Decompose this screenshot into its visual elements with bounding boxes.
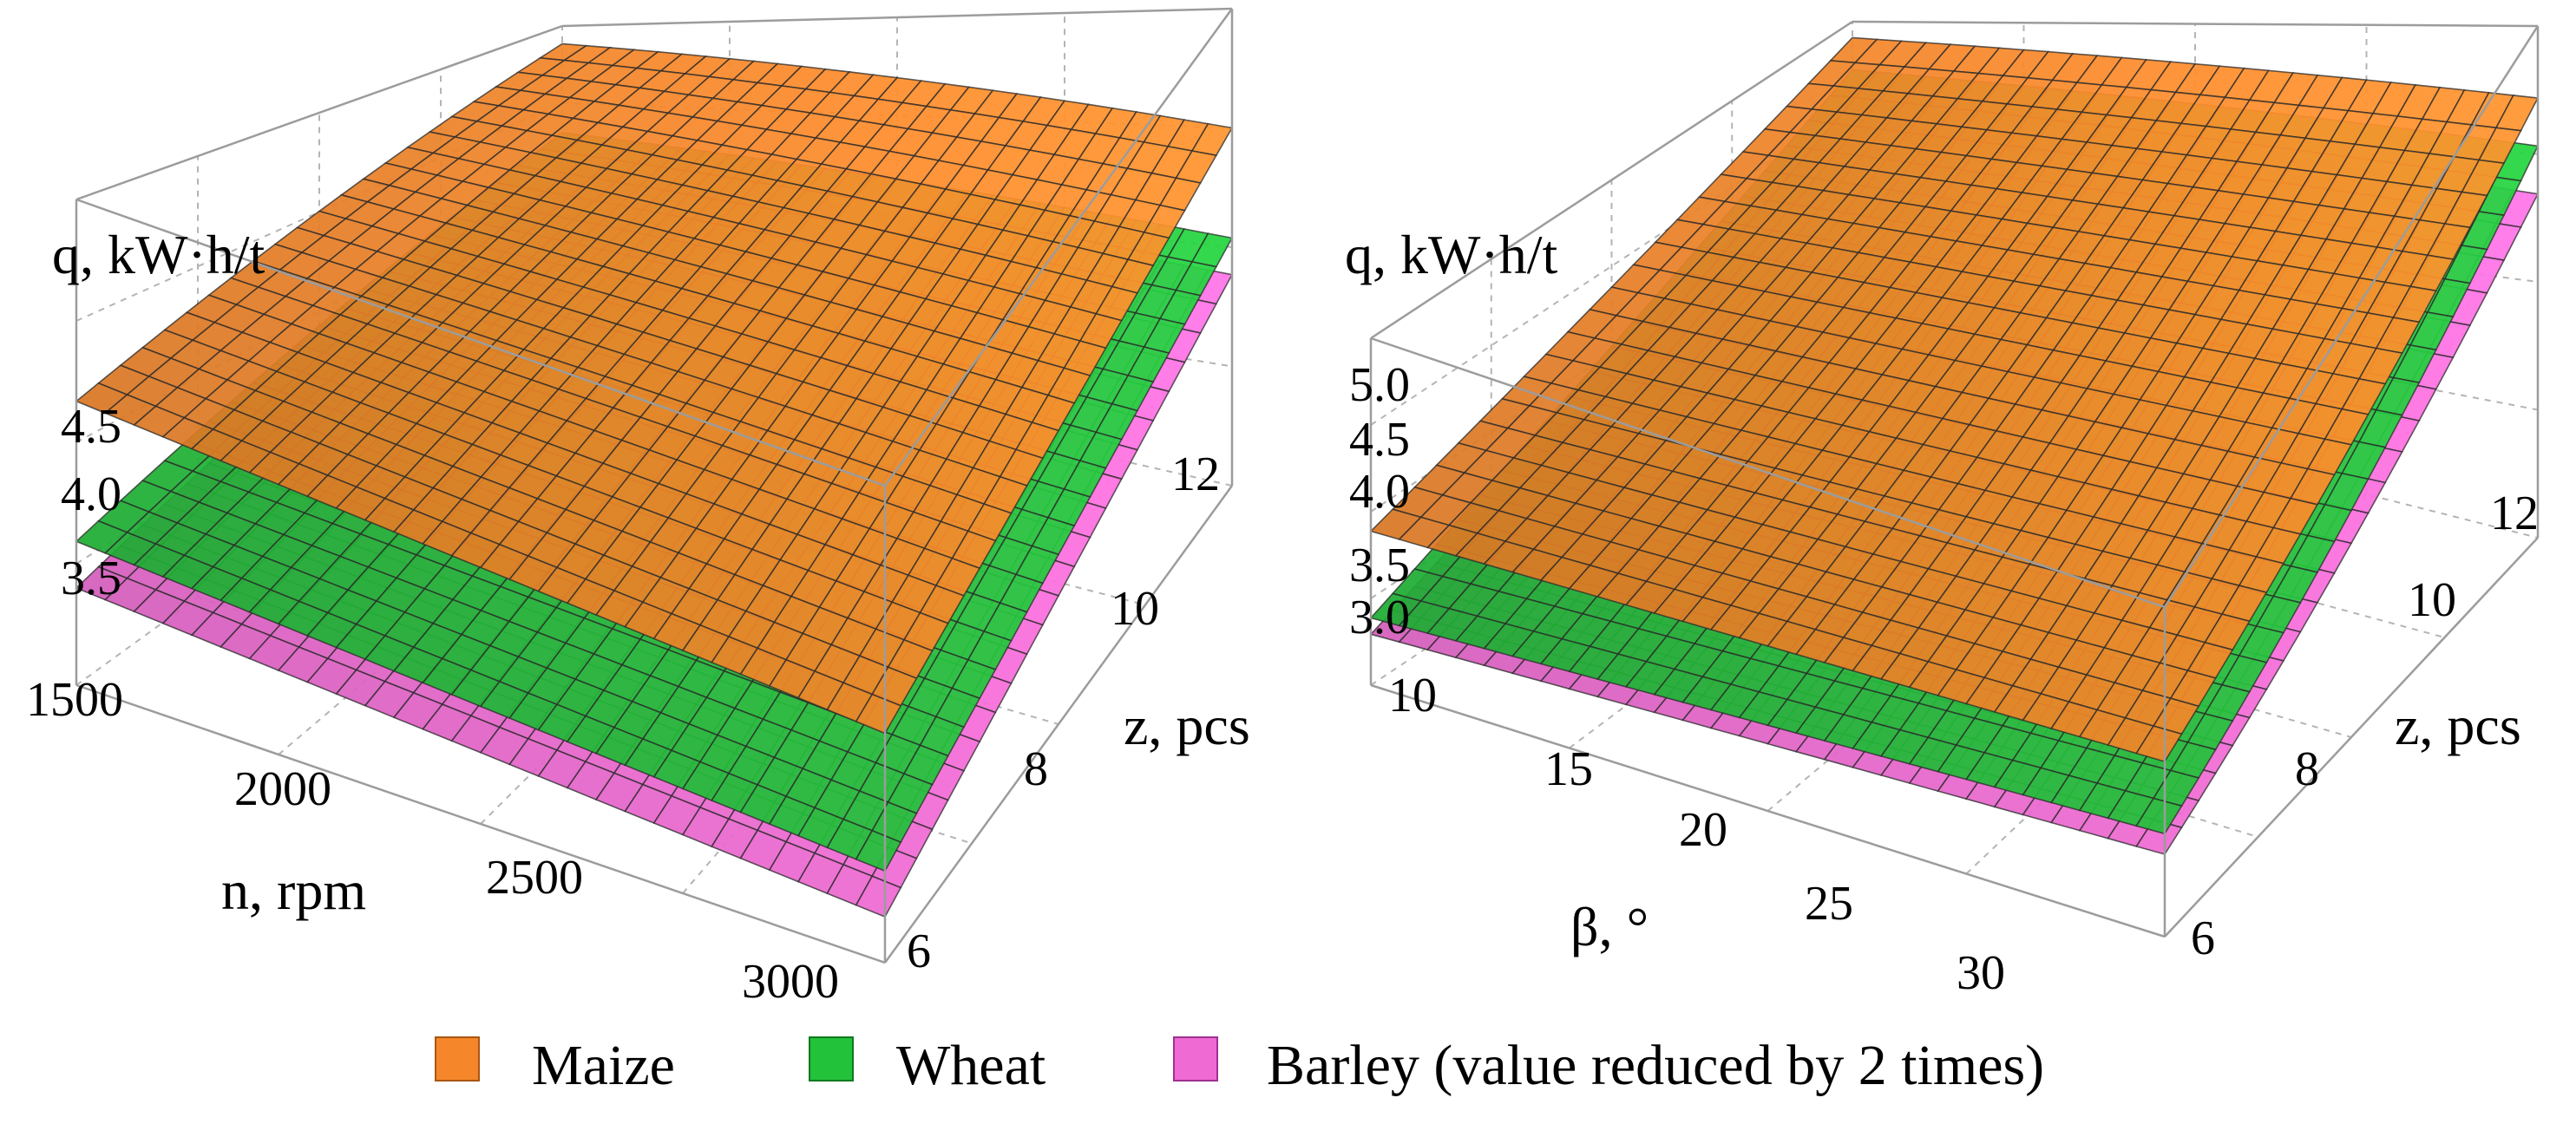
surface-cell: [2135, 797, 2183, 835]
surface-cell: [855, 693, 902, 735]
plot-left-n-z: q, kW·h/t n, rpm z, pcs 1500 2000 2500 3…: [26, 7, 1250, 1009]
legend-label-wheat: Wheat: [896, 1034, 1045, 1097]
legend-swatch-wheat: [809, 1036, 854, 1082]
right-zlabel: q, kW·h/t: [1345, 224, 1558, 285]
box-edge: [75, 683, 886, 964]
left-x-tick: 2000: [234, 762, 331, 816]
legend-label-barley: Barley (value reduced by 2 times): [1267, 1034, 2044, 1097]
left-x-tick: 3000: [742, 955, 839, 1009]
left-y-tick: 12: [1171, 448, 1220, 501]
box-edge: [75, 101, 563, 322]
right-y-tick: 6: [2191, 912, 2215, 965]
right-z-tick: 3.5: [1349, 539, 1410, 592]
surface-maize: [75, 42, 1234, 735]
legend: Maize Wheat Barley (value reduced by 2 t…: [435, 1034, 2044, 1097]
box-edge: [75, 24, 563, 201]
right-y-tick: 10: [2408, 573, 2456, 627]
right-x-tick: 20: [1679, 803, 1727, 857]
left-xlabel: n, rpm: [221, 859, 366, 921]
surface-cell: [855, 875, 902, 918]
surface-cell: [2135, 725, 2183, 763]
right-ylabel: z, pcs: [2395, 695, 2521, 756]
right-x-tick: 10: [1388, 669, 1437, 722]
left-zlabel: q, kW·h/t: [52, 224, 265, 285]
right-box-front: [1369, 20, 2540, 938]
left-z-tick: 4.5: [61, 400, 121, 454]
surface-cell: [855, 829, 902, 872]
left-ylabel: z, pcs: [1124, 695, 1250, 756]
right-x-tick: 30: [1957, 946, 2005, 1000]
surface-maize: [1369, 36, 2540, 763]
left-y-tick: 8: [1024, 742, 1048, 796]
box-edge: [2164, 537, 2539, 938]
legend-swatch-maize: [435, 1036, 480, 1082]
right-x-tick: 15: [1544, 742, 1593, 796]
right-z-tick: 3.0: [1349, 591, 1410, 644]
box-edge: [561, 7, 1233, 28]
box-edge: [1370, 337, 2166, 609]
left-z-tick: 3.5: [61, 552, 121, 605]
box-edge: [2163, 25, 2540, 608]
plot-right-beta-z: q, kW·h/t β, ° z, pcs 10 15 20 25 30 6 8…: [1345, 20, 2540, 1000]
legend-swatch-barley: [1173, 1036, 1218, 1082]
left-x-tick: 2500: [486, 851, 583, 905]
box-edge: [883, 485, 1234, 964]
right-z-tick: 4.5: [1349, 413, 1410, 467]
legend-label-maize: Maize: [532, 1034, 675, 1097]
left-y-tick: 10: [1111, 582, 1159, 636]
left-y-tick: 6: [907, 925, 931, 978]
box-edge: [75, 198, 886, 487]
left-x-tick: 1500: [26, 673, 123, 727]
box-edge: [1852, 20, 2539, 28]
box-edge: [883, 8, 1234, 487]
box-edge: [1370, 20, 1853, 340]
right-surfaces: [1369, 36, 2540, 855]
left-box-front: [75, 7, 1234, 964]
right-z-tick: 4.0: [1349, 465, 1410, 519]
box-edge: [1370, 683, 2166, 938]
right-y-tick: 12: [2490, 487, 2539, 540]
right-x-tick: 25: [1805, 877, 1853, 931]
left-z-tick: 4.0: [61, 467, 121, 521]
right-y-tick: 8: [2295, 742, 2319, 796]
right-xlabel: β, °: [1570, 896, 1649, 957]
left-surfaces: [75, 42, 1234, 918]
right-z-tick: 5.0: [1349, 358, 1410, 412]
